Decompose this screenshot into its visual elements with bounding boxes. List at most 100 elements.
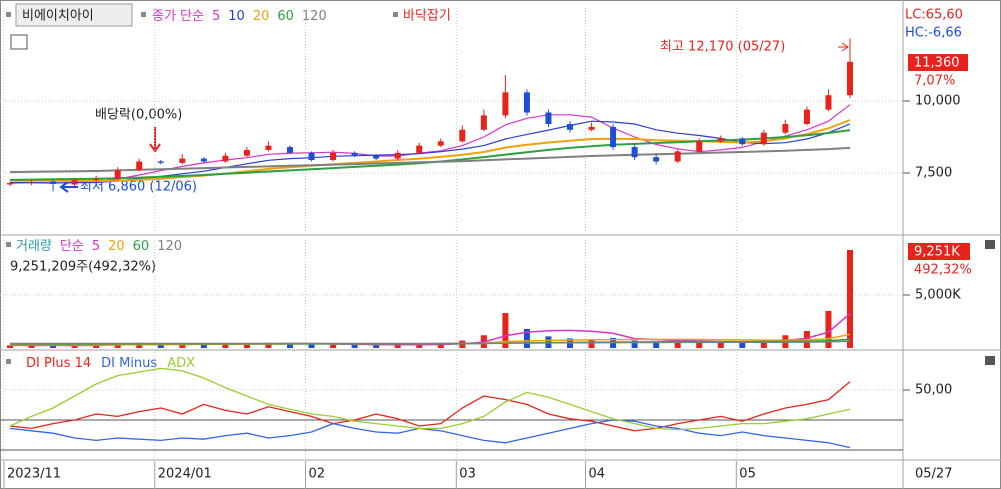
x-tick-label: 04 <box>589 467 606 482</box>
arrow <box>59 181 78 193</box>
dmi-line <box>9 419 851 449</box>
candle-body <box>653 157 660 162</box>
volume-tag <box>908 243 970 260</box>
legend-entry: 20 <box>253 9 270 24</box>
legend-entry: ADX <box>167 356 195 371</box>
candle-body <box>588 126 595 130</box>
volume-bar <box>222 343 229 348</box>
candle-body <box>416 145 423 153</box>
candle-body <box>200 158 207 162</box>
volume-bar <box>825 310 832 348</box>
volume-bar <box>523 328 530 348</box>
candle-body <box>287 147 293 153</box>
volume-bar <box>351 345 358 348</box>
volume-bar <box>243 343 250 348</box>
legend-entry: DI Minus <box>101 356 157 371</box>
candle-body <box>696 141 703 152</box>
x-tick-label: 03 <box>459 467 476 482</box>
volume-bar <box>373 345 380 348</box>
volume-bar <box>200 344 207 348</box>
change-label: 7,07% <box>914 74 955 89</box>
lc-label: LC:65,60 <box>905 8 963 23</box>
candle-body <box>459 129 466 142</box>
volume-bar <box>760 340 767 348</box>
volume-bar <box>739 342 746 348</box>
arrow <box>838 42 849 52</box>
candle-body <box>394 152 401 159</box>
volume-bar <box>674 342 681 348</box>
y-tick-label: 10,000 <box>915 93 961 108</box>
candle-body <box>243 149 250 156</box>
volume-bar <box>416 343 423 348</box>
legend-entry: 20 <box>108 239 125 254</box>
close-button[interactable] <box>985 356 995 365</box>
candle-body <box>373 155 380 159</box>
volume-bar <box>696 342 703 348</box>
volume-bar <box>717 341 724 348</box>
legend-entry: 60 <box>277 9 294 24</box>
volume-bar <box>588 339 595 348</box>
price-tag-label: 11,360 <box>914 56 960 71</box>
legend-prefix: 단순 <box>60 239 84 254</box>
x-tick-label: 2024/01 <box>158 467 212 482</box>
legend-entry: 120 <box>157 239 182 254</box>
legend-entry: DI Plus 14 <box>26 356 91 371</box>
x-tick-label: 05 <box>739 467 756 482</box>
candle-body <box>93 178 100 181</box>
legend-entry: 60 <box>133 239 150 254</box>
volume-bar <box>157 344 164 348</box>
candle-body <box>717 138 724 142</box>
legend-entry: 5 <box>212 9 220 24</box>
candle-body <box>157 161 164 163</box>
volume-summary: 9,251,209주(492,32%) <box>10 260 156 275</box>
candle-body <box>847 61 853 96</box>
dmi-line <box>9 381 851 432</box>
title-box[interactable] <box>15 3 133 27</box>
volume-bar <box>93 344 100 348</box>
volume-bar <box>7 345 13 348</box>
candle-body <box>308 152 315 161</box>
candle-body <box>631 147 638 158</box>
candle-body <box>545 112 552 125</box>
candle-body <box>330 152 337 161</box>
volume-bar <box>28 345 35 348</box>
candle-body <box>114 170 121 179</box>
candle-body <box>502 92 509 116</box>
icon <box>6 359 11 364</box>
last-date: 05/27 <box>915 467 952 482</box>
candle-body <box>179 158 186 163</box>
candle-body <box>760 132 767 145</box>
volume-bar <box>50 344 57 348</box>
volume-bar <box>287 343 293 348</box>
volume-change: 492,32% <box>914 263 972 278</box>
candle-body <box>351 152 358 156</box>
x-tick-label: 2023/11 <box>7 467 61 482</box>
high-annotation: 최고 12,170 (05/27) <box>660 40 785 55</box>
y-tick-label: 50,00 <box>915 383 952 398</box>
y-tick-label: 7,500 <box>915 165 952 180</box>
table-icon[interactable] <box>10 34 28 50</box>
volume-bar <box>265 342 272 348</box>
chart-title: 비에이치아이 <box>22 9 94 24</box>
icon <box>141 12 146 17</box>
dmi-line <box>9 367 851 431</box>
legend-entry: 120 <box>302 9 327 24</box>
candle-body <box>136 161 143 171</box>
close-button[interactable] <box>985 240 995 249</box>
icon <box>6 12 11 17</box>
volume-bar <box>502 313 509 348</box>
candle-body <box>739 138 746 145</box>
volume-bar <box>308 344 315 348</box>
volume-bar <box>330 344 337 348</box>
candle-body <box>437 141 444 146</box>
candle-body <box>803 109 810 125</box>
candle-body <box>28 182 35 184</box>
dividend-annotation: 배당락(0,00%) <box>95 108 182 123</box>
legend-entry: 5 <box>92 239 100 254</box>
candle-body <box>567 124 573 130</box>
x-tick-label: 02 <box>309 467 326 482</box>
candle-body <box>480 115 487 130</box>
low-annotation: 최저 6,860 (12/06) <box>80 180 197 195</box>
volume-bar <box>653 341 660 348</box>
